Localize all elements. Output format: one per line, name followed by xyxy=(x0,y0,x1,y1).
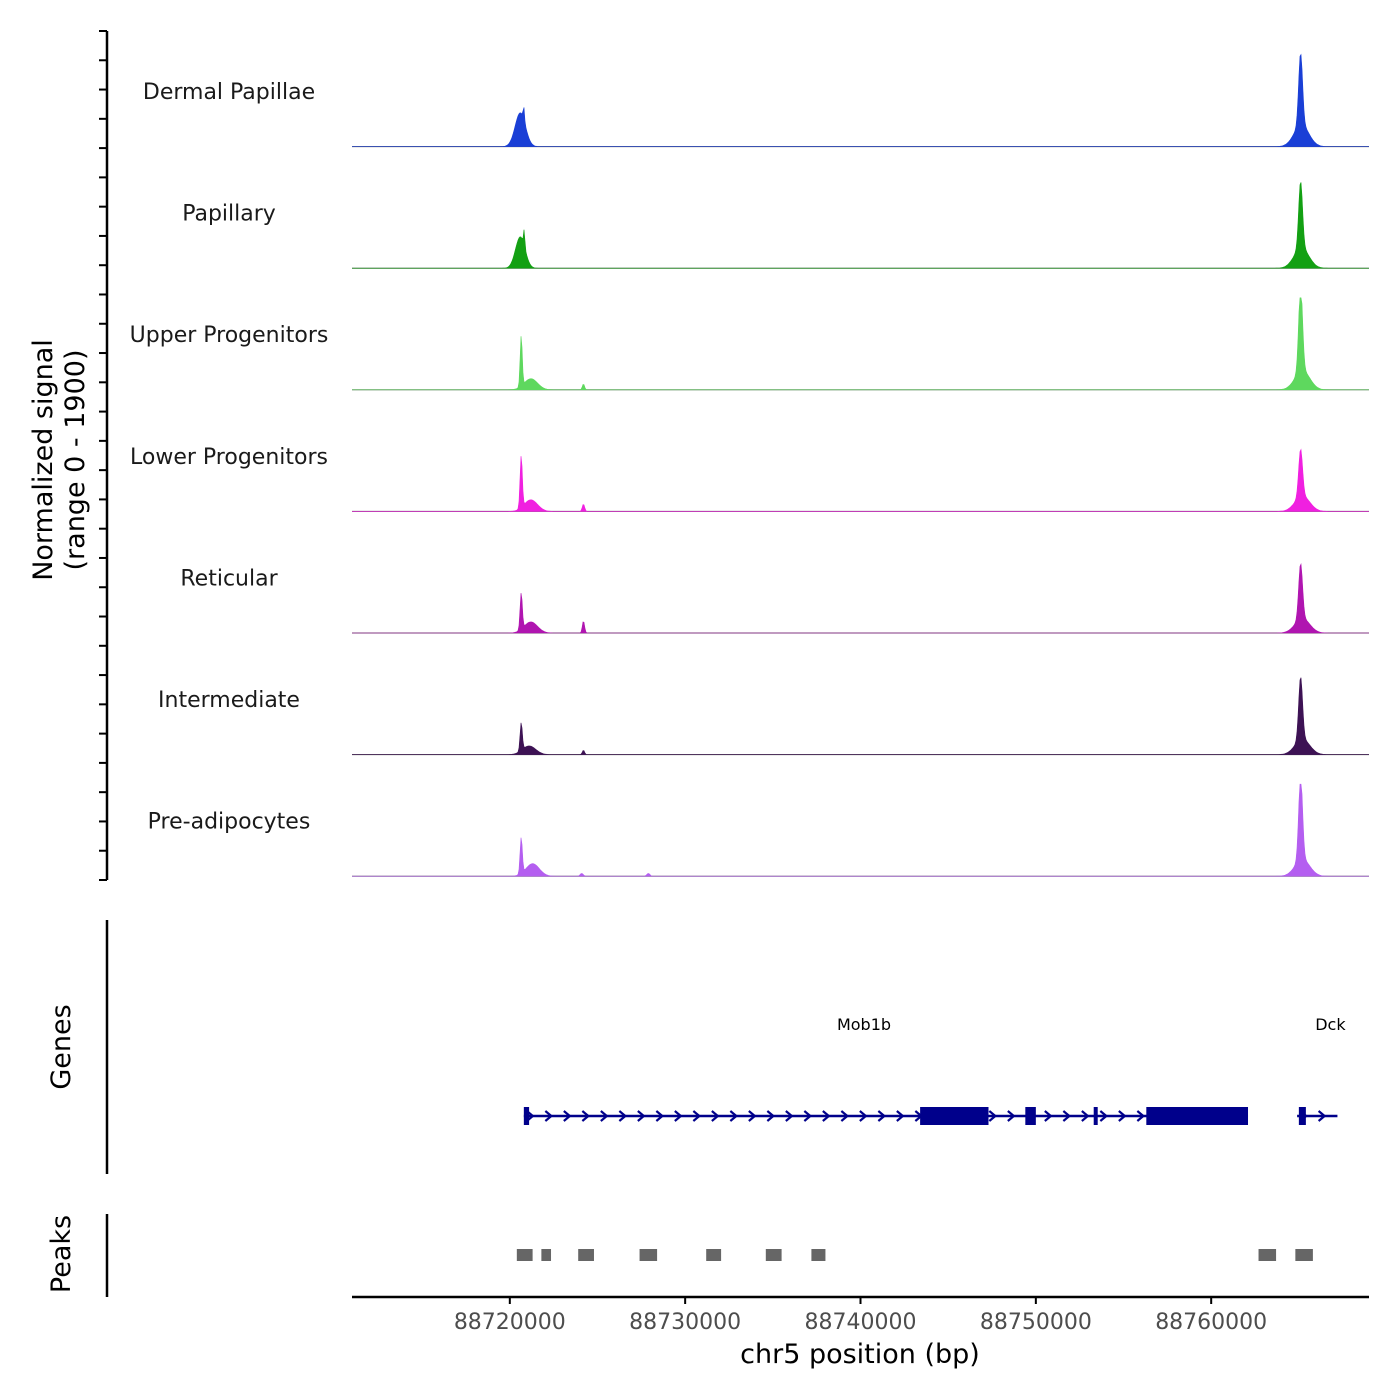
strand-arrow xyxy=(877,1110,887,1122)
peak-interval-6 xyxy=(811,1249,826,1261)
strand-arrow xyxy=(692,1110,702,1122)
track-label-4: Reticular xyxy=(180,566,278,591)
peak-interval-5 xyxy=(765,1249,782,1261)
exon-Mob1b-0 xyxy=(523,1107,530,1125)
strand-arrow xyxy=(729,1110,739,1122)
coverage-area-1 xyxy=(352,182,1369,269)
genes-track-title: Genes xyxy=(46,1004,77,1089)
coverage-area-0 xyxy=(352,53,1369,147)
strand-arrow xyxy=(1044,1110,1053,1122)
strand-arrow xyxy=(803,1110,813,1122)
coverage-area-4 xyxy=(352,562,1369,634)
strand-arrow xyxy=(618,1110,628,1122)
x-tick-label: 88730000 xyxy=(629,1310,741,1335)
strand-arrow xyxy=(840,1110,850,1122)
exon-Mob1b-1 xyxy=(920,1107,989,1125)
strand-arrow xyxy=(600,1110,609,1122)
strand-arrow xyxy=(822,1110,831,1122)
x-tick-label: 88720000 xyxy=(454,1310,566,1335)
y-axis-title-line1: Normalized signal xyxy=(28,339,59,581)
coverage-area-5 xyxy=(352,677,1369,755)
genes-track-title-wrap: Genes xyxy=(46,1004,77,1089)
strand-arrow xyxy=(655,1110,665,1122)
signal-axis-ticks xyxy=(99,30,107,881)
strand-arrow xyxy=(1118,1110,1127,1122)
coverage-area-6 xyxy=(352,783,1369,877)
strand-arrow xyxy=(1062,1110,1072,1122)
strand-arrow xyxy=(581,1110,591,1122)
peaks-track-title: Peaks xyxy=(46,1215,77,1293)
strand-arrow xyxy=(1007,1110,1016,1122)
strand-arrow xyxy=(674,1110,683,1122)
strand-arrow xyxy=(748,1110,757,1122)
strand-arrow xyxy=(1136,1110,1146,1122)
strand-arrow xyxy=(766,1110,776,1122)
strand-arrow xyxy=(988,1110,998,1122)
track-label-6: Pre-adipocytes xyxy=(148,810,311,835)
exon-Mob1b-2 xyxy=(1025,1107,1036,1125)
coverage-area-2 xyxy=(352,297,1369,391)
strand-arrow xyxy=(896,1110,905,1122)
peak-interval-8 xyxy=(1295,1249,1313,1261)
strand-arrow xyxy=(711,1110,720,1122)
x-axis-title: chr5 position (bp) xyxy=(740,1339,980,1370)
x-tick-label: 88740000 xyxy=(805,1310,917,1335)
x-tick-label: 88750000 xyxy=(980,1310,1092,1335)
peaks-track xyxy=(516,1249,1313,1261)
strand-arrow xyxy=(544,1110,554,1122)
gene-label-Dck: Dck xyxy=(1315,1015,1346,1034)
track-label-5: Intermediate xyxy=(158,688,300,713)
strand-arrow xyxy=(859,1110,868,1122)
exon-Dck-0 xyxy=(1298,1107,1306,1125)
x-axis-ticks: 88720000 88730000 88740000 88750000 88760000 xyxy=(454,1297,1267,1335)
coverage-tracks xyxy=(352,53,1369,877)
peak-interval-7 xyxy=(1258,1249,1277,1261)
gene-label-Mob1b: Mob1b xyxy=(837,1015,891,1034)
strand-arrow xyxy=(785,1110,794,1122)
peak-interval-0 xyxy=(516,1249,533,1261)
peak-interval-4 xyxy=(706,1249,722,1261)
genes-track: Mob1b Dck xyxy=(523,1015,1346,1125)
track-label-2: Upper Progenitors xyxy=(130,323,329,348)
track-label-1: Papillary xyxy=(182,202,276,227)
track-label-0: Dermal Papillae xyxy=(143,80,315,105)
x-tick-label: 88760000 xyxy=(1155,1310,1267,1335)
strand-arrow xyxy=(1081,1110,1090,1122)
peak-interval-2 xyxy=(578,1249,594,1261)
strand-arrow xyxy=(563,1110,572,1122)
strand-arrow xyxy=(637,1110,646,1122)
y-axis-title: Normalized signal (range 0 - 1900) xyxy=(28,339,91,581)
coverage-area-3 xyxy=(352,448,1369,512)
y-axis-title-line2: (range 0 - 1900) xyxy=(60,350,91,571)
track-label-3: Lower Progenitors xyxy=(130,445,328,470)
exon-Mob1b-3 xyxy=(1093,1107,1098,1125)
peak-interval-1 xyxy=(541,1249,552,1261)
peak-interval-3 xyxy=(639,1249,658,1261)
strand-arrow xyxy=(1317,1110,1327,1122)
peaks-track-title-wrap: Peaks xyxy=(46,1215,77,1293)
strand-arrow xyxy=(1099,1110,1109,1122)
exon-Mob1b-4 xyxy=(1146,1107,1249,1125)
track-labels: Dermal Papillae Papillary Upper Progenitor… xyxy=(130,80,329,835)
